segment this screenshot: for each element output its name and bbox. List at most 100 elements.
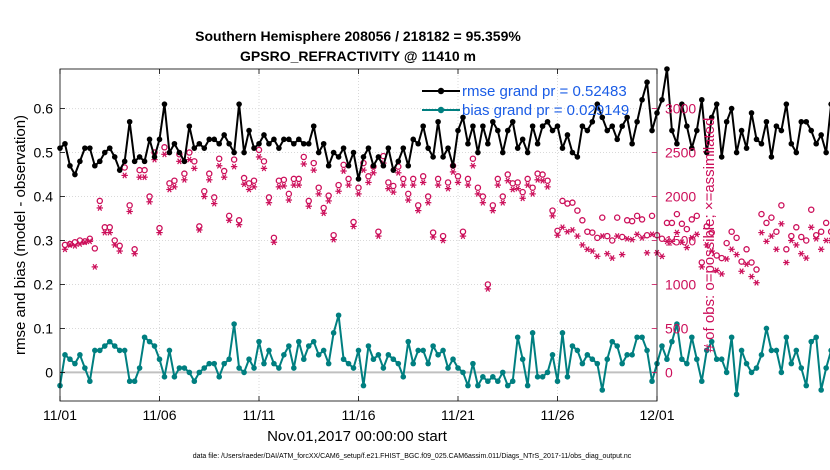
obs-assimilated-point [245,186,253,193]
rmse-point [201,145,208,151]
obs-assimilated-point [743,261,750,268]
obs-assimilated-point [773,246,780,253]
y-tick-label-left: 0.2 [34,276,54,292]
bias-point [634,334,640,341]
obs-possible-point [763,219,770,227]
obs-assimilated-point [255,153,263,160]
rmse-point [624,114,630,121]
obs-possible-point [305,197,312,205]
obs-assimilated-point [355,190,362,197]
rmse-point [604,127,611,134]
bias-point [624,352,630,358]
obs-possible-point [693,212,701,220]
bias-point [594,360,601,367]
rmse-point [495,127,501,134]
rmse-point [435,118,441,125]
obs-assimilated-point [614,233,621,240]
y-tick-label-left: 0.3 [34,232,54,248]
rmse-point [186,123,193,129]
obs-possible-point [803,237,810,244]
rmse-point [390,167,397,173]
rmse-point [649,127,655,134]
obs-assimilated-point [206,176,213,183]
rmse-point [544,118,551,125]
legend-rmse-label: rmse grand pr = 0.52483 [462,83,627,100]
obs-assimilated-point [763,238,770,245]
obs-possible-point [773,228,780,235]
bias-point [201,365,208,371]
bias-point [196,369,203,376]
obs-assimilated-point [549,212,556,219]
rmse-point [460,114,466,121]
bias-point [718,356,725,363]
bias-point [305,343,312,349]
rmse-point [166,149,173,156]
obs-assimilated-point [444,185,452,192]
bias-point [549,352,556,358]
bias-point [246,356,252,363]
obs-assimilated-point [529,190,536,197]
bias-point [291,365,297,371]
obs-assimilated-point [66,241,74,248]
obs-possible-point [748,259,755,266]
bias-point [783,334,790,341]
obs-possible-point [265,194,273,201]
obs-assimilated-point [643,249,651,256]
obs-assimilated-point [509,186,516,193]
rmse-point [340,145,347,151]
obs-possible-point [529,184,536,191]
obs-possible-point [728,228,735,235]
rmse-point [256,140,262,147]
obs-assimilated-point [211,200,218,207]
rmse-point [470,123,476,129]
bias-point [365,343,372,349]
obs-assimilated-point [419,179,427,186]
bias-point [271,360,277,367]
rmse-point [146,136,153,143]
obs-possible-point [126,202,133,209]
bias-point [211,360,218,367]
data-file-footnote: data file: /Users/raeder/DAI/ATM_forcXX/… [193,453,632,460]
obs-assimilated-point [395,169,402,176]
bias-point [360,382,367,389]
bias-point [485,378,491,385]
rmse-point [793,149,800,156]
obs-assimilated-point [758,229,765,236]
obs-assimilated-point [390,189,397,196]
y-axis-label-right: # of obs: o=possible; ×=assimilated [701,118,718,353]
obs-assimilated-point [544,183,551,190]
obs-assimilated-point [539,177,546,184]
bias-point [609,338,616,345]
rmse-point [659,96,665,103]
obs-assimilated-point [723,255,730,263]
rmse-point [241,149,247,156]
obs-assimilated-point [111,241,118,248]
obs-assimilated-point [648,231,656,238]
bias-point [226,356,232,363]
bias-point [554,378,561,385]
obs-possible-point [683,225,691,233]
obs-assimilated-point [310,167,317,174]
obs-assimilated-point [121,172,128,179]
obs-assimilated-point [449,168,457,175]
rmse-point [365,145,372,151]
obs-assimilated-point [375,233,382,240]
obs-assimilated-point [658,253,666,260]
obs-assimilated-point [434,182,442,189]
bias-point [544,369,551,376]
bias-point [116,347,123,354]
obs-assimilated-point [459,233,467,240]
rmse-point [599,114,606,121]
bias-point [614,343,620,349]
bias-point [231,321,237,327]
bias-point [490,374,496,380]
rmse-point [480,123,486,129]
bias-point [340,356,347,363]
bias-point [435,352,441,358]
obs-possible-point [559,197,566,205]
rmse-point [674,140,680,147]
bias-point [753,365,760,371]
rmse-point [465,140,471,147]
chart-subtitle: GPSRO_REFRACTIVITY @ 11410 m [240,48,476,64]
rmse-point [315,149,322,156]
